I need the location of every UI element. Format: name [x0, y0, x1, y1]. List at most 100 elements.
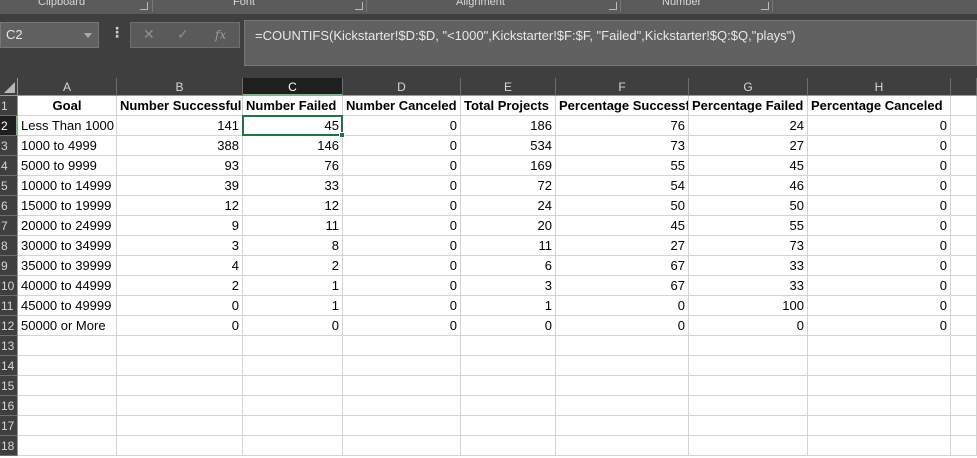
value-cell[interactable]: 0	[343, 216, 461, 236]
value-cell[interactable]: 0	[343, 236, 461, 256]
empty-cell[interactable]	[243, 396, 343, 416]
row-header-14[interactable]: 14	[0, 356, 18, 376]
column-header-next[interactable]	[951, 78, 977, 96]
empty-cell[interactable]	[117, 356, 243, 376]
empty-cell[interactable]	[556, 376, 689, 396]
header-cell[interactable]: Percentage Canceled	[808, 96, 951, 116]
value-cell[interactable]: 0	[343, 196, 461, 216]
empty-cell[interactable]	[951, 216, 977, 236]
value-cell[interactable]: 45	[556, 216, 689, 236]
value-cell[interactable]: 0	[808, 156, 951, 176]
column-header-f[interactable]: F	[556, 78, 689, 96]
more-options-icon[interactable]: ⋮	[110, 24, 124, 40]
empty-cell[interactable]	[461, 416, 556, 436]
value-cell[interactable]: 72	[461, 176, 556, 196]
value-cell[interactable]: 0	[461, 316, 556, 336]
value-cell[interactable]: 141	[117, 116, 243, 136]
value-cell[interactable]: 73	[689, 236, 808, 256]
empty-cell[interactable]	[556, 396, 689, 416]
value-cell[interactable]: 11	[461, 236, 556, 256]
row-label-cell[interactable]: 35000 to 39999	[18, 256, 117, 276]
empty-cell[interactable]	[18, 376, 117, 396]
empty-cell[interactable]	[556, 356, 689, 376]
row-header-5[interactable]: 5	[0, 176, 18, 196]
row-header-13[interactable]: 13	[0, 336, 18, 356]
row-label-cell[interactable]: 1000 to 4999	[18, 136, 117, 156]
value-cell[interactable]: 0	[808, 236, 951, 256]
header-cell[interactable]: Percentage Successful	[556, 96, 689, 116]
empty-cell[interactable]	[808, 336, 951, 356]
value-cell[interactable]: 388	[117, 136, 243, 156]
empty-cell[interactable]	[18, 336, 117, 356]
value-cell[interactable]: 0	[808, 196, 951, 216]
value-cell[interactable]: 0	[808, 176, 951, 196]
row-header-17[interactable]: 17	[0, 416, 18, 436]
empty-cell[interactable]	[343, 416, 461, 436]
value-cell[interactable]: 54	[556, 176, 689, 196]
empty-cell[interactable]	[243, 376, 343, 396]
column-header-e[interactable]: E	[461, 78, 556, 96]
header-cell[interactable]: Number Canceled	[343, 96, 461, 116]
value-cell[interactable]: 0	[343, 136, 461, 156]
value-cell[interactable]: 0	[808, 256, 951, 276]
row-header-16[interactable]: 16	[0, 396, 18, 416]
empty-cell[interactable]	[808, 416, 951, 436]
value-cell[interactable]: 76	[556, 116, 689, 136]
row-label-cell[interactable]: 30000 to 34999	[18, 236, 117, 256]
value-cell[interactable]: 0	[556, 316, 689, 336]
empty-cell[interactable]	[343, 376, 461, 396]
value-cell[interactable]: 0	[343, 256, 461, 276]
empty-cell[interactable]	[689, 436, 808, 456]
value-cell[interactable]: 33	[689, 276, 808, 296]
value-cell[interactable]: 0	[808, 216, 951, 236]
value-cell[interactable]: 1	[243, 276, 343, 296]
value-cell[interactable]: 0	[243, 316, 343, 336]
number-launcher-icon[interactable]	[761, 2, 769, 10]
empty-cell[interactable]	[461, 396, 556, 416]
empty-cell[interactable]	[556, 336, 689, 356]
value-cell[interactable]: 46	[689, 176, 808, 196]
empty-cell[interactable]	[951, 176, 977, 196]
column-header-b[interactable]: B	[117, 78, 243, 96]
empty-cell[interactable]	[689, 356, 808, 376]
empty-cell[interactable]	[951, 96, 977, 116]
value-cell[interactable]: 45	[689, 156, 808, 176]
row-header-12[interactable]: 12	[0, 316, 18, 336]
empty-cell[interactable]	[556, 436, 689, 456]
empty-cell[interactable]	[689, 376, 808, 396]
empty-cell[interactable]	[243, 416, 343, 436]
empty-cell[interactable]	[951, 436, 977, 456]
value-cell[interactable]: 1	[461, 296, 556, 316]
row-header-18[interactable]: 18	[0, 436, 18, 456]
empty-cell[interactable]	[808, 396, 951, 416]
row-header-7[interactable]: 7	[0, 216, 18, 236]
header-cell[interactable]: Number Failed	[243, 96, 343, 116]
empty-cell[interactable]	[18, 416, 117, 436]
empty-cell[interactable]	[951, 316, 977, 336]
empty-cell[interactable]	[461, 376, 556, 396]
row-header-8[interactable]: 8	[0, 236, 18, 256]
empty-cell[interactable]	[951, 396, 977, 416]
empty-cell[interactable]	[951, 156, 977, 176]
value-cell[interactable]: 67	[556, 256, 689, 276]
enter-icon[interactable]: ✓	[177, 26, 189, 42]
empty-cell[interactable]	[951, 256, 977, 276]
value-cell[interactable]: 27	[689, 136, 808, 156]
row-header-1[interactable]: 1	[0, 96, 18, 116]
row-header-3[interactable]: 3	[0, 136, 18, 156]
value-cell[interactable]: 24	[689, 116, 808, 136]
value-cell[interactable]: 3	[117, 236, 243, 256]
value-cell[interactable]: 0	[689, 316, 808, 336]
value-cell[interactable]: 0	[117, 296, 243, 316]
value-cell[interactable]: 67	[556, 276, 689, 296]
value-cell[interactable]: 73	[556, 136, 689, 156]
row-header-2[interactable]: 2	[0, 116, 18, 136]
row-label-cell[interactable]: 10000 to 14999	[18, 176, 117, 196]
value-cell[interactable]: 0	[343, 176, 461, 196]
value-cell[interactable]: 0	[343, 316, 461, 336]
value-cell[interactable]: 0	[808, 296, 951, 316]
value-cell[interactable]: 55	[556, 156, 689, 176]
value-cell[interactable]: 2	[243, 256, 343, 276]
empty-cell[interactable]	[951, 236, 977, 256]
row-label-cell[interactable]: 20000 to 24999	[18, 216, 117, 236]
